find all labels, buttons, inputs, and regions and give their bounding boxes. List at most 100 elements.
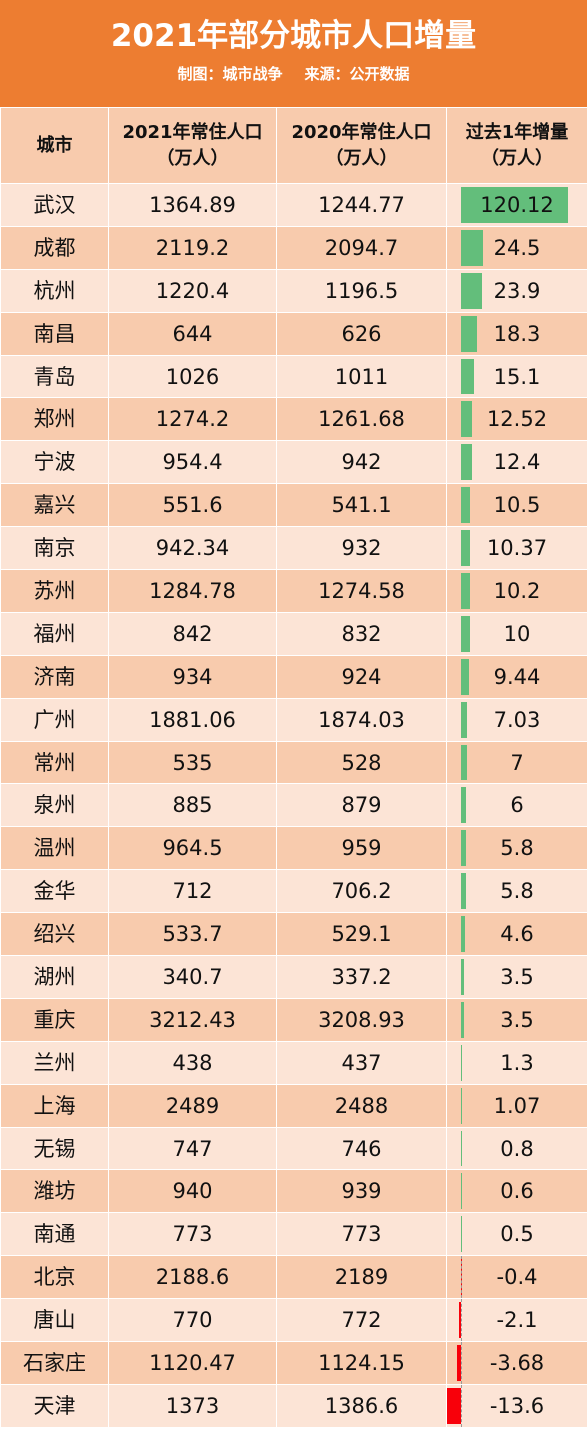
pop2020-cell: 1874.03 [276, 697, 447, 742]
increase-value: 24.5 [493, 235, 541, 260]
increase-bar [461, 1087, 462, 1124]
increase-bar [461, 744, 468, 781]
table-row: 青岛 1026 1011 15.1 [0, 354, 587, 399]
increase-bar [461, 658, 470, 695]
table-row: 南昌 644 626 18.3 [0, 311, 587, 356]
city-cell: 绍兴 [0, 912, 109, 957]
increase-cell: 6 [446, 783, 587, 828]
pop2020-cell: 746 [276, 1126, 447, 1171]
pop2020-cell: 924 [276, 654, 447, 699]
city-cell: 成都 [0, 225, 109, 270]
increase-bar [461, 315, 478, 352]
increase-value: 10.2 [493, 578, 541, 603]
pop2021-cell: 1881.06 [108, 697, 277, 742]
increase-bar [461, 530, 471, 567]
city-cell: 石家庄 [0, 1341, 109, 1385]
table-row: 杭州 1220.4 1196.5 23.9 [0, 268, 587, 313]
pop2021-cell: 770 [108, 1298, 277, 1343]
increase-bar [461, 1173, 462, 1210]
increase-cell: 3.5 [446, 997, 587, 1042]
pop2021-cell: 551.6 [108, 483, 277, 528]
pop2021-cell: 773 [108, 1212, 277, 1257]
pop2021-cell: 535 [108, 740, 277, 785]
table-row: 无锡 747 746 0.8 [0, 1126, 587, 1171]
pop2021-cell: 2119.2 [108, 225, 277, 270]
increase-bar [461, 1044, 463, 1081]
increase-bar [461, 959, 465, 995]
increase-bar [461, 573, 471, 609]
pop2020-cell: 1274.58 [276, 569, 447, 613]
increase-cell: 7 [446, 740, 587, 785]
table-row: 兰州 438 437 1.3 [0, 1040, 587, 1085]
city-cell: 泉州 [0, 783, 109, 828]
city-cell: 北京 [0, 1255, 109, 1300]
table-row: 金华 712 706.2 5.8 [0, 869, 587, 914]
increase-bar [458, 1302, 461, 1339]
increase-cell: 120.12 [446, 183, 587, 227]
increase-bar [461, 701, 468, 738]
city-cell: 湖州 [0, 955, 109, 999]
city-cell: 潍坊 [0, 1169, 109, 1214]
pop2021-cell: 1373 [108, 1383, 277, 1428]
pop2020-cell: 3208.93 [276, 997, 447, 1042]
increase-cell: 0.5 [446, 1212, 587, 1257]
table-row: 福州 842 832 10 [0, 611, 587, 656]
column-header-line: 2020年常住人口 [291, 121, 432, 143]
table-row: 郑州 1274.2 1261.68 12.52 [0, 397, 587, 442]
increase-bar [457, 1345, 461, 1381]
increase-value: 10.37 [486, 536, 548, 561]
column-header-line: 过去1年增量 [465, 121, 569, 143]
pop2020-cell: 528 [276, 740, 447, 785]
increase-bar [461, 1130, 462, 1167]
increase-cell: 5.8 [446, 826, 587, 871]
city-cell: 福州 [0, 611, 109, 656]
table-row: 广州 1881.06 1874.03 7.03 [0, 697, 587, 742]
zero-axis-line [461, 1384, 462, 1427]
pop2020-cell: 2094.7 [276, 225, 447, 270]
increase-cell: 1.07 [446, 1083, 587, 1128]
pop2020-cell: 1386.6 [276, 1383, 447, 1428]
title-banner: 2021年部分城市人口增量 制图：城市战争 来源：公开数据 [0, 0, 587, 107]
increase-bar [461, 787, 467, 824]
pop2021-cell: 1364.89 [108, 183, 277, 227]
column-header-increase: 过去1年增量 （万人） [446, 107, 587, 184]
increase-cell: 4.6 [446, 912, 587, 957]
increase-cell: 12.4 [446, 440, 587, 485]
increase-cell: 0.6 [446, 1169, 587, 1214]
increase-cell: 7.03 [446, 697, 587, 742]
zero-axis-line [461, 1299, 462, 1342]
credits-line: 制图：城市战争 来源：公开数据 [0, 63, 587, 85]
increase-bar [461, 1216, 462, 1253]
increase-bar [461, 487, 471, 524]
increase-cell: -13.6 [446, 1383, 587, 1428]
increase-value: 12.4 [493, 450, 541, 475]
city-cell: 无锡 [0, 1126, 109, 1171]
pop2020-cell: 832 [276, 611, 447, 656]
increase-value: 5.8 [500, 836, 534, 861]
column-header-line: 城市 [36, 134, 73, 156]
increase-cell: 10.37 [446, 526, 587, 571]
increase-cell: -3.68 [446, 1341, 587, 1385]
column-header-city: 城市 [0, 107, 109, 184]
increase-bar [461, 358, 475, 395]
pop2021-cell: 1274.2 [108, 397, 277, 442]
table-row: 苏州 1284.78 1274.58 10.2 [0, 569, 587, 613]
pop2020-cell: 541.1 [276, 483, 447, 528]
pop2021-cell: 2489 [108, 1083, 277, 1128]
table-header-row: 城市 2021年常住人口 （万人） 2020年常住人口 （万人） 过去1年增量 … [0, 107, 587, 184]
increase-value: 7.03 [493, 707, 541, 732]
population-table: 城市 2021年常住人口 （万人） 2020年常住人口 （万人） 过去1年增量 … [0, 107, 587, 1428]
city-cell: 天津 [0, 1383, 109, 1428]
pop2021-cell: 934 [108, 654, 277, 699]
city-cell: 南京 [0, 526, 109, 571]
increase-cell: 10.2 [446, 569, 587, 613]
pop2021-cell: 3212.43 [108, 997, 277, 1042]
table-row: 北京 2188.6 2189 -0.4 [0, 1255, 587, 1300]
increase-value: 10 [503, 621, 531, 646]
increase-value: 7 [510, 750, 524, 775]
table-row: 泉州 885 879 6 [0, 783, 587, 828]
table-row: 南京 942.34 932 10.37 [0, 526, 587, 571]
increase-bar [461, 873, 467, 910]
increase-bar [461, 229, 483, 266]
table-row: 上海 2489 2488 1.07 [0, 1083, 587, 1128]
